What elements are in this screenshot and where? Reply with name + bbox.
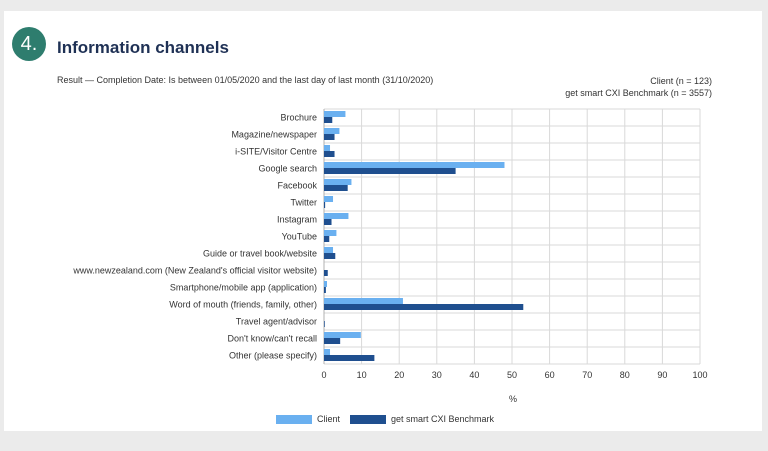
y-tick-label: Facebook bbox=[277, 181, 317, 191]
bar-client bbox=[324, 281, 328, 287]
y-tick-label: Instagram bbox=[277, 215, 317, 225]
y-tick-label: Don't know/can't recall bbox=[228, 334, 317, 344]
legend-item-benchmark: get smart CXI Benchmark bbox=[350, 414, 494, 424]
bar-client bbox=[324, 332, 361, 338]
bar-benchmark bbox=[324, 236, 330, 242]
bar-benchmark bbox=[324, 117, 333, 123]
bar-benchmark bbox=[324, 202, 326, 208]
y-tick-label: Google search bbox=[258, 164, 317, 174]
bar-benchmark bbox=[324, 304, 524, 310]
bar-client bbox=[324, 349, 331, 355]
y-tick-label: Magazine/newspaper bbox=[231, 130, 317, 140]
x-tick-label: 80 bbox=[620, 370, 630, 380]
bar-benchmark bbox=[324, 185, 348, 191]
bar-client bbox=[324, 298, 403, 304]
bar-benchmark bbox=[324, 219, 332, 225]
y-tick-label: Brochure bbox=[280, 113, 317, 123]
sample-size-note: Client (n = 123) get smart CXI Benchmark… bbox=[565, 75, 712, 99]
x-tick-label: 0 bbox=[321, 370, 326, 380]
bar-client bbox=[324, 213, 349, 219]
x-tick-label: 100 bbox=[692, 370, 707, 380]
report-card bbox=[4, 11, 762, 431]
legend-swatch-client bbox=[276, 414, 312, 424]
bar-client bbox=[324, 196, 334, 202]
x-tick-label: 40 bbox=[469, 370, 479, 380]
bar-client bbox=[324, 128, 340, 134]
chart-subtitle: Result — Completion Date: Is between 01/… bbox=[57, 75, 434, 85]
y-tick-label: Travel agent/advisor bbox=[236, 317, 317, 327]
bar-benchmark bbox=[324, 338, 341, 344]
bar-benchmark bbox=[324, 134, 335, 140]
y-tick-label: Twitter bbox=[290, 198, 317, 208]
legend-item-client: Client bbox=[276, 414, 340, 424]
bar-client bbox=[324, 179, 352, 185]
bar-client bbox=[324, 145, 331, 151]
y-tick-label: YouTube bbox=[282, 232, 317, 242]
bar-benchmark bbox=[324, 253, 336, 259]
bar-benchmark bbox=[324, 151, 335, 157]
bar-benchmark bbox=[324, 321, 325, 327]
y-tick-label: i-SITE/Visitor Centre bbox=[235, 147, 317, 157]
bar-benchmark bbox=[324, 168, 456, 174]
client-sample-size: Client (n = 123) bbox=[650, 76, 712, 86]
legend-label-client: Client bbox=[317, 414, 341, 424]
bar-benchmark bbox=[324, 287, 326, 293]
y-tick-label: Guide or travel book/website bbox=[203, 249, 317, 259]
x-tick-label: 60 bbox=[545, 370, 555, 380]
benchmark-sample-size: get smart CXI Benchmark (n = 3557) bbox=[565, 88, 712, 98]
x-tick-label: 10 bbox=[357, 370, 367, 380]
x-tick-label: 30 bbox=[432, 370, 442, 380]
bar-client bbox=[324, 230, 337, 236]
bar-benchmark bbox=[324, 355, 375, 361]
legend-label-benchmark: get smart CXI Benchmark bbox=[391, 414, 495, 424]
bar-client bbox=[324, 247, 334, 253]
x-tick-label: 90 bbox=[657, 370, 667, 380]
y-tick-label: Word of mouth (friends, family, other) bbox=[169, 300, 317, 310]
bar-client bbox=[324, 111, 346, 117]
x-tick-label: 70 bbox=[582, 370, 592, 380]
page-title: Information channels bbox=[57, 38, 229, 57]
chart-legend: Client get smart CXI Benchmark bbox=[276, 414, 504, 424]
legend-swatch-benchmark bbox=[350, 414, 387, 424]
y-tick-label: www.newzealand.com (New Zealand's offici… bbox=[72, 266, 317, 276]
x-tick-label: 50 bbox=[507, 370, 517, 380]
bar-benchmark bbox=[324, 270, 328, 276]
bar-client bbox=[324, 162, 505, 168]
x-axis-label: % bbox=[509, 394, 517, 404]
section-number-badge: 4. bbox=[12, 27, 46, 61]
y-tick-label: Smartphone/mobile app (application) bbox=[170, 283, 317, 293]
y-tick-label: Other (please specify) bbox=[229, 351, 317, 361]
x-tick-label: 20 bbox=[394, 370, 404, 380]
